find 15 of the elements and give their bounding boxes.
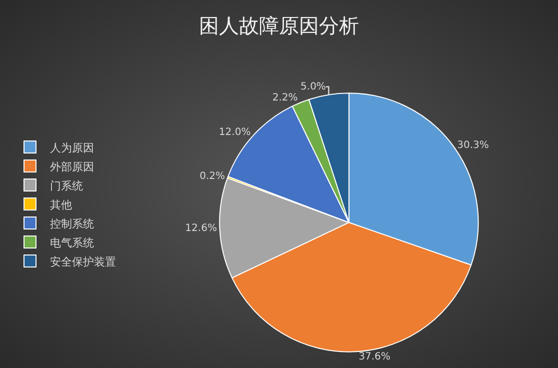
legend-label: 其他: [50, 198, 72, 212]
legend-label: 电气系统: [50, 236, 94, 250]
chart-title: 困人故障原因分析: [199, 13, 359, 38]
legend-label: 门系统: [50, 179, 83, 192]
data-label: 12.6%: [185, 222, 217, 234]
data-label: 2.2%: [272, 92, 298, 104]
data-label: 30.3%: [457, 140, 489, 152]
legend-label: 控制系统: [50, 217, 94, 230]
data-label: 5.0%: [300, 81, 326, 92]
data-label: 12.0%: [218, 127, 251, 138]
legend-label: 安全保护装置: [50, 255, 116, 268]
legend-label: 人为原因: [50, 141, 94, 154]
data-label: 37.6%: [358, 352, 390, 363]
data-label: 0.2%: [200, 171, 225, 182]
legend-label: 外部原因: [50, 160, 94, 174]
